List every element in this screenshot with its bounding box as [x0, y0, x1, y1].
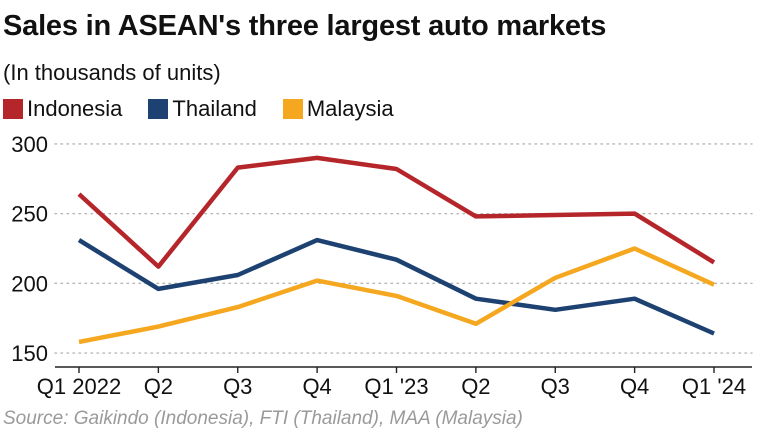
y-tick-label-300: 300: [11, 132, 48, 157]
x-tick-label-0: Q1 2022: [37, 374, 121, 399]
source-note: Source: Gaikindo (Indonesia), FTI (Thail…: [3, 408, 523, 429]
x-tick-label-6: Q3: [541, 374, 570, 399]
x-tick-label-1: Q2: [144, 374, 173, 399]
legend-swatch-indonesia: [3, 99, 23, 119]
legend-label-indonesia: Indonesia: [27, 96, 123, 121]
x-tick-label-7: Q4: [620, 374, 649, 399]
x-tick-label-8: Q1 '24: [682, 374, 746, 399]
x-tick-label-3: Q4: [302, 374, 331, 399]
series-line-thailand: [77, 237, 715, 336]
legend-label-malaysia: Malaysia: [306, 96, 394, 121]
legend-swatch-malaysia: [282, 99, 303, 119]
line-chart: 150 200 250 300 Q1 2022 Q2 Q3 Q4 Q1 '23 Q2 Q3 Q4 Q1 …: [11, 132, 753, 399]
legend-label-thailand: Thailand: [172, 96, 257, 121]
x-tick-label-2: Q3: [223, 374, 252, 399]
legend-item-thailand: Thailand: [148, 96, 257, 122]
chart-title: Sales in ASEAN's three largest auto mark…: [3, 10, 607, 42]
series-line-indonesia: [77, 155, 716, 269]
y-tick-label-150: 150: [11, 341, 48, 366]
x-tick-label-4: Q1 '23: [364, 374, 428, 399]
legend-swatch-thailand: [148, 99, 169, 119]
legend: Indonesia Thailand Malaysia: [3, 96, 420, 122]
legend-item-indonesia: Indonesia: [3, 96, 122, 122]
legend-item-malaysia: Malaysia: [282, 96, 394, 122]
y-tick-label-250: 250: [11, 202, 48, 227]
chart-subtitle: (In thousands of units): [3, 60, 221, 85]
series-line-malaysia: [78, 246, 715, 345]
y-tick-label-200: 200: [11, 271, 48, 296]
x-tick-label-5: Q2: [461, 374, 490, 399]
